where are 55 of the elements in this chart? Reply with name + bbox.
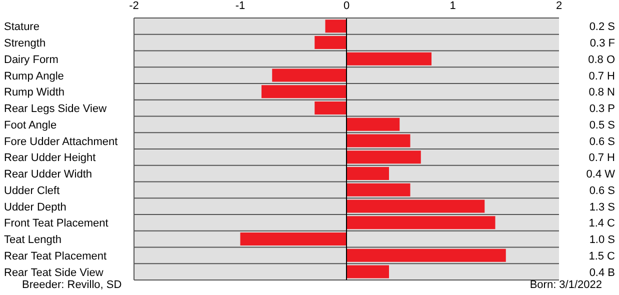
y-tick-label: Fore Udder Attachment — [4, 136, 118, 148]
bar — [346, 150, 421, 164]
bar — [346, 216, 496, 230]
bar — [346, 265, 389, 278]
text: 0.7 H — [588, 152, 616, 164]
text: 0.3 F — [590, 38, 616, 50]
y-tick-label: Rump Width — [4, 86, 65, 99]
bar — [346, 248, 506, 262]
text: 1.5 C — [588, 250, 616, 262]
y-tick-label: Front Teat Placement — [4, 218, 108, 230]
bar — [346, 167, 389, 180]
text: 1.0 S — [589, 234, 615, 246]
text: 1.3 S — [589, 201, 615, 214]
bar — [325, 20, 346, 33]
y-tick-label: Rear Udder Width — [4, 168, 92, 181]
annotation: Born: 3/1/2022 — [530, 279, 602, 291]
y-tick-label: Udder Depth — [4, 201, 66, 214]
text: 0.6 S — [589, 184, 615, 197]
text: 0.3 P — [589, 103, 615, 116]
y-tick-label: Rear Teat Side View — [4, 266, 104, 279]
text: Breeder: Revillo, SD — [22, 279, 122, 291]
bar — [262, 85, 346, 98]
x-tick-label: 2 — [556, 0, 562, 12]
text: 0.5 S — [589, 119, 615, 132]
text: 0.8 O — [588, 54, 616, 66]
y-tick-label: Teat Length — [4, 234, 62, 246]
text: 0.2 S — [589, 21, 615, 34]
text: 0.7 H — [588, 70, 616, 82]
y-tick-label: Rump Angle — [4, 70, 64, 82]
bar — [346, 118, 400, 131]
bar — [272, 68, 346, 82]
y-tick-label: Strength — [4, 38, 46, 50]
bar — [314, 102, 346, 115]
text: 0.8 N — [588, 86, 616, 99]
x-tick-label: 1 — [450, 0, 456, 12]
bar — [240, 232, 346, 246]
x-tick-label: -2 — [129, 0, 139, 12]
bar — [346, 183, 410, 196]
bar — [346, 200, 485, 213]
text: 1.4 C — [588, 218, 616, 230]
text: 0.4 W — [586, 168, 616, 181]
bar — [314, 36, 346, 50]
bar — [346, 134, 410, 148]
text: 0.6 S — [589, 136, 615, 148]
y-tick-label: Rear Teat Placement — [4, 250, 107, 262]
y-tick-label: Rear Legs Side View — [4, 103, 107, 116]
y-tick-label: Dairy Form — [4, 54, 58, 66]
y-tick-label: Udder Cleft — [4, 184, 60, 197]
bar — [346, 52, 432, 66]
y-tick-label: Foot Angle — [4, 119, 57, 132]
y-tick-label: Stature — [4, 21, 40, 34]
x-tick-label: -1 — [235, 0, 246, 12]
x-tick-label: 0 — [343, 0, 350, 12]
text: 0.4 B — [589, 266, 615, 279]
y-tick-label: Rear Udder Height — [4, 152, 96, 164]
